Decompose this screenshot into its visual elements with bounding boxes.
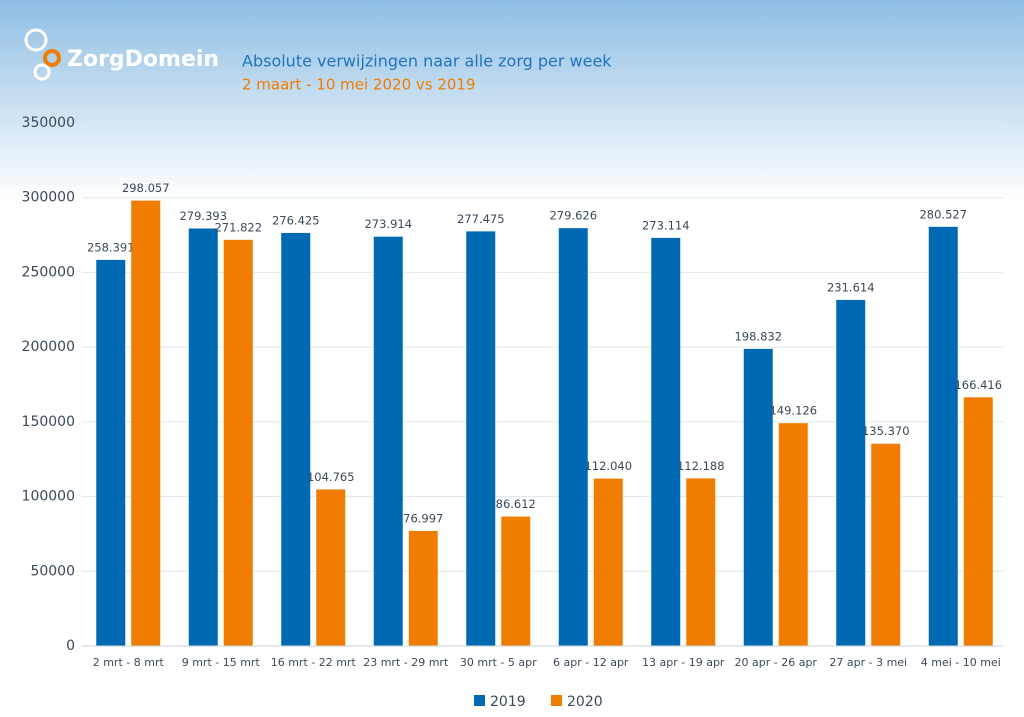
y-tick-label: 100000 bbox=[22, 489, 75, 505]
bar bbox=[373, 236, 403, 647]
bar bbox=[593, 478, 623, 646]
legend-label: 2020 bbox=[567, 694, 603, 710]
bar bbox=[651, 237, 681, 646]
bar bbox=[223, 239, 253, 647]
value-label: 258.391 bbox=[87, 240, 135, 254]
chart-subtitle: 2 maart - 10 mei 2020 vs 2019 bbox=[242, 76, 476, 94]
x-tick-label: 6 apr - 12 apr bbox=[553, 656, 629, 669]
y-tick-label: 200000 bbox=[22, 339, 75, 355]
value-label: 273.114 bbox=[642, 218, 690, 232]
logo-icon bbox=[24, 28, 61, 81]
bar bbox=[836, 299, 866, 646]
bar bbox=[686, 478, 716, 646]
value-label: 135.370 bbox=[862, 424, 910, 438]
y-tick-label: 150000 bbox=[22, 414, 75, 430]
value-label: 271.822 bbox=[214, 220, 262, 234]
y-tick-label: 350000 bbox=[22, 115, 75, 131]
x-tick-label: 16 mrt - 22 mrt bbox=[271, 656, 357, 669]
bar bbox=[558, 228, 588, 646]
value-label: 280.527 bbox=[919, 207, 967, 221]
bar bbox=[963, 397, 993, 646]
chart-title: Absolute verwijzingen naar alle zorg per… bbox=[242, 52, 612, 71]
y-tick-label: 0 bbox=[66, 638, 75, 654]
y-tick-label: 300000 bbox=[22, 190, 75, 206]
value-label: 277.475 bbox=[457, 212, 505, 226]
bar bbox=[96, 259, 126, 646]
legend-swatch bbox=[474, 695, 485, 706]
bar bbox=[131, 200, 161, 646]
x-tick-label: 23 mrt - 29 mrt bbox=[363, 656, 449, 669]
bar bbox=[466, 231, 496, 646]
x-tick-label: 4 mei - 10 mei bbox=[921, 656, 1001, 669]
x-tick-label: 20 apr - 26 apr bbox=[735, 656, 818, 669]
y-tick-label: 250000 bbox=[22, 264, 75, 280]
value-label: 298.057 bbox=[122, 181, 170, 195]
value-label: 231.614 bbox=[827, 280, 875, 294]
value-label: 86.612 bbox=[496, 497, 536, 511]
value-label: 104.765 bbox=[307, 470, 355, 484]
bar bbox=[778, 423, 808, 646]
logo-text: ZorgDomein bbox=[67, 47, 219, 72]
x-tick-label: 2 mrt - 8 mrt bbox=[93, 656, 165, 669]
value-label: 76.997 bbox=[403, 511, 443, 525]
value-label: 276.425 bbox=[272, 213, 320, 227]
x-tick-label: 13 apr - 19 apr bbox=[642, 656, 725, 669]
bar bbox=[871, 443, 901, 646]
value-label: 112.188 bbox=[677, 459, 725, 473]
y-tick-label: 50000 bbox=[30, 563, 75, 579]
x-tick-label: 30 mrt - 5 apr bbox=[460, 656, 537, 669]
legend-swatch bbox=[551, 695, 562, 706]
bar bbox=[501, 516, 531, 646]
bar bbox=[281, 232, 311, 646]
bar bbox=[408, 530, 438, 646]
value-label: 198.832 bbox=[734, 329, 782, 343]
value-label: 112.040 bbox=[584, 459, 632, 473]
x-tick-label: 9 mrt - 15 mrt bbox=[182, 656, 261, 669]
bar bbox=[316, 489, 346, 646]
bar bbox=[743, 348, 773, 646]
value-label: 149.126 bbox=[769, 404, 817, 418]
value-label: 279.626 bbox=[549, 209, 597, 223]
legend-label: 2019 bbox=[490, 694, 526, 710]
x-tick-label: 27 apr - 3 mei bbox=[829, 656, 907, 669]
bar bbox=[188, 228, 218, 647]
value-label: 273.914 bbox=[364, 217, 412, 231]
bar bbox=[928, 226, 958, 647]
value-label: 279.393 bbox=[179, 209, 227, 223]
value-label: 166.416 bbox=[954, 378, 1002, 392]
